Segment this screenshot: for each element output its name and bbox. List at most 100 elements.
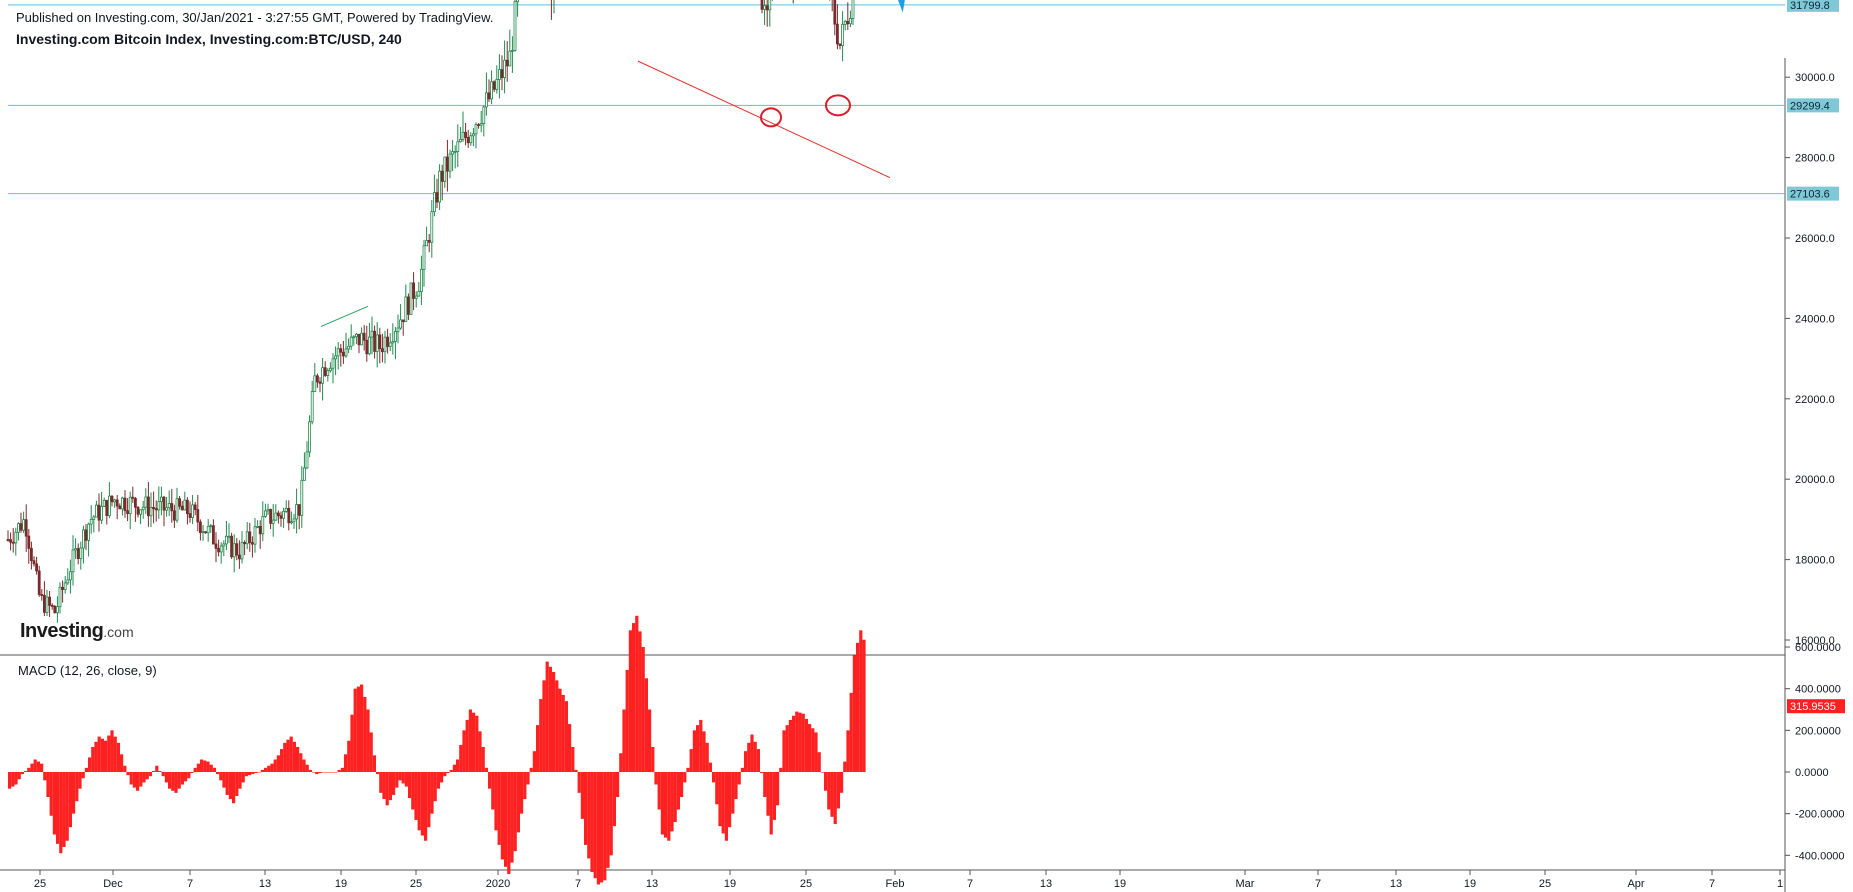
macd-bar (308, 769, 312, 772)
macd-bar (152, 770, 156, 772)
macd-bar (590, 772, 594, 872)
macd-tick-label: -400.0000 (1795, 850, 1845, 862)
candle-body (196, 509, 200, 523)
macd-bar (398, 772, 402, 781)
candle-body (279, 515, 283, 519)
macd-bar (859, 630, 863, 772)
macd-bar (88, 757, 92, 772)
candle-body (836, 23, 839, 45)
candle-body (425, 240, 429, 247)
candle-body (27, 535, 31, 549)
candle-body (838, 43, 842, 46)
macd-bar (753, 741, 757, 772)
candle-body (35, 563, 38, 572)
candle-body (61, 586, 64, 590)
candle-body (167, 503, 171, 509)
candle-body (180, 505, 184, 511)
macd-bar (33, 759, 37, 772)
candle-body (287, 507, 291, 524)
macd-bar (248, 772, 252, 776)
macd-bar (72, 772, 76, 814)
candle-body (357, 333, 361, 346)
candle-body (495, 79, 499, 90)
macd-bar (664, 772, 668, 838)
macd-bar (747, 742, 751, 772)
candle-body (240, 542, 244, 560)
macd-bar (94, 741, 98, 772)
macd-bar (584, 772, 588, 845)
candle-body (461, 131, 465, 140)
candle-body (440, 170, 444, 182)
candle-body (419, 269, 423, 293)
macd-tick-label: 400.0000 (1795, 684, 1841, 696)
price-tick-label: 24000.0 (1795, 313, 1835, 325)
macd-current-label: 315.9535 (1790, 701, 1836, 713)
candle-body (146, 496, 150, 517)
macd-bar (238, 772, 242, 789)
candle-body (32, 560, 36, 565)
candle-body (328, 367, 332, 372)
macd-bar (212, 767, 216, 772)
candle-body (232, 543, 236, 558)
macd-bar (430, 772, 434, 814)
time-axis[interactable]: 25 Dec 7 13 19 25 2020 7 13 19 25 Feb 7 13 19 Mar 7 13 19 2… (34, 870, 1783, 890)
price-axis[interactable]: 44000.038000.036000.034000.030000.028000… (1785, 0, 1835, 647)
macd-bar (17, 772, 21, 780)
macd-bar (340, 767, 344, 772)
price-tick-label: 30000.0 (1795, 72, 1835, 84)
candle-body (284, 507, 288, 512)
macd-axis[interactable]: 600.0000 400.0000 200.0000 0.0000 -200.0000 -… (1785, 642, 1845, 862)
candle-body (409, 282, 413, 315)
macd-bar (411, 772, 415, 810)
macd-bar (168, 772, 172, 789)
logo-suffix: .com (103, 624, 134, 640)
candle-body (349, 336, 353, 347)
level-tag (1787, 98, 1839, 113)
candle-body (404, 296, 408, 323)
macd-bar (539, 699, 543, 772)
lower-trend-line (637, 60, 891, 179)
candle-body (412, 282, 416, 299)
candle-body (92, 516, 96, 520)
macd-bar (532, 751, 536, 772)
candle-body (102, 499, 106, 507)
candle-body (386, 336, 390, 347)
candle-body (162, 496, 166, 511)
macd-bar (708, 762, 712, 772)
macd-bar (84, 767, 88, 772)
candle-body (331, 358, 335, 369)
macd-bar (264, 767, 268, 772)
candle-body (391, 341, 395, 344)
candle-body (339, 348, 343, 353)
candle-body (321, 367, 325, 384)
macd-bar (862, 639, 866, 772)
candle-body (108, 495, 111, 516)
macd-bar (497, 772, 501, 845)
candle-body (513, 1, 517, 51)
macd-bar (36, 761, 40, 772)
macd-bar (283, 742, 287, 772)
macd-bar (606, 772, 610, 868)
candle-body (289, 521, 293, 524)
macd-bar (638, 631, 642, 772)
macd-bar (817, 752, 821, 772)
macd-bar (702, 731, 706, 772)
macd-bar (235, 772, 239, 796)
candle-body (227, 535, 231, 538)
macd-bar (632, 623, 636, 772)
candle-body (360, 332, 364, 346)
candle-body (833, 0, 837, 25)
candle-body (516, 0, 519, 3)
macd-bar (472, 712, 476, 772)
macd-bar (113, 736, 117, 772)
time-tick-label: 13 (1040, 878, 1052, 890)
macd-bar (856, 642, 860, 772)
candle-body (510, 49, 514, 52)
candle-body (43, 594, 46, 613)
macd-bar (513, 772, 517, 852)
macd-bar (356, 686, 360, 772)
macd-bar (481, 747, 485, 772)
macd-bar (331, 772, 335, 773)
macd-bar (171, 772, 175, 791)
